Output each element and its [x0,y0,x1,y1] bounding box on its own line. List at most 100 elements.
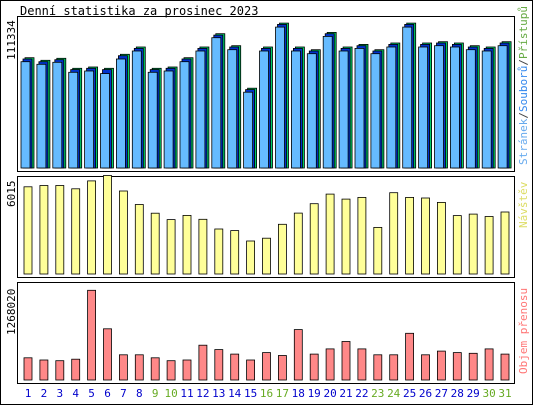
bar-visits-day-14 [230,230,240,275]
bar-strnek-day-8 [131,50,142,169]
bar-visits-day-30 [484,216,494,275]
bar-strnek-day-3 [52,61,63,169]
day-label-12: 12 [196,387,209,400]
bar-bytes-day-28 [452,352,462,381]
bar-strnek-day-19 [306,53,317,169]
bar-strnek-day-18 [290,50,301,169]
day-label-16: 16 [260,387,273,400]
hits-series-label: Stránek/Souborů/Přístupů [517,6,530,165]
bar-visits-day-4 [71,188,81,275]
bar-bytes-day-8 [134,354,144,381]
bytes-max-label: 1268020 [5,289,18,335]
bar-strnek-day-16 [259,50,269,169]
day-label-6: 6 [104,387,111,400]
hits-label-sep2: / [517,59,530,66]
bar-visits-day-21 [341,198,351,275]
chart-title: Denní statistika za prosinec 2023 [20,4,258,18]
visits-max-label: 6015 [5,181,18,208]
day-label-5: 5 [88,387,95,400]
bar-strnek-day-10 [163,70,174,169]
bar-bytes-day-6 [103,328,112,381]
day-label-27: 27 [435,387,448,400]
day-label-23: 23 [371,387,384,400]
bar-visits-day-16 [262,237,271,275]
bar-strnek-day-9 [147,71,158,169]
day-label-22: 22 [355,387,368,400]
bar-visits-day-12 [198,218,208,275]
bar-visits-day-23 [373,226,383,275]
bar-visits-day-15 [246,240,256,275]
bar-visits-day-6 [103,175,112,275]
bar-visits-day-24 [389,192,399,275]
bar-bytes-day-27 [436,350,446,381]
bar-bytes-day-18 [293,329,303,381]
bar-bytes-day-21 [341,341,351,381]
day-label-24: 24 [387,387,401,400]
bar-bytes-day-19 [309,353,319,381]
bar-strnek-day-30 [481,50,492,169]
bar-visits-day-25 [405,196,415,275]
bar-bytes-day-13 [214,349,224,381]
bar-bytes-day-3 [55,360,65,381]
bar-strnek-day-5 [84,70,94,169]
hits-label-hits: Přístupů [517,6,530,59]
hits-label-files: Souborů [517,66,530,112]
day-label-1: 1 [25,387,32,400]
bar-visits-day-18 [293,212,303,275]
bar-bytes-day-11 [182,359,192,381]
bar-visits-day-7 [119,190,128,275]
bytes-panel-frame [17,282,515,384]
bar-bytes-day-30 [484,348,494,381]
bar-bytes-day-15 [246,359,256,381]
day-label-19: 19 [308,387,321,400]
bar-bytes-day-17 [277,355,287,381]
bar-bytes-day-20 [325,348,335,381]
bar-visits-day-28 [452,215,462,275]
day-label-26: 26 [419,387,432,400]
bar-visits-day-11 [182,214,192,275]
bar-visits-day-29 [468,213,478,275]
day-label-4: 4 [72,387,79,400]
bar-bytes-day-31 [500,353,510,381]
visits-series-label: Návštěv [517,181,530,228]
bar-visits-day-31 [500,211,510,275]
bar-bytes-day-22 [357,348,367,381]
bar-strnek-day-2 [36,63,47,169]
bar-visits-day-26 [421,197,430,275]
day-label-8: 8 [136,387,143,400]
bar-visits-day-22 [357,196,367,275]
day-label-11: 11 [180,387,193,400]
bar-strnek-day-22 [354,48,365,169]
bar-bytes-day-1 [23,357,33,381]
bar-strnek-day-11 [179,61,190,169]
bar-visits-day-1 [23,186,33,275]
day-label-18: 18 [292,387,305,400]
bar-visits-day-13 [214,228,224,275]
bar-bytes-day-10 [166,360,176,381]
bar-bytes-day-2 [39,359,49,381]
bar-strnek-day-17 [275,26,285,169]
bar-visits-day-17 [277,223,287,275]
visits-panel-frame [17,176,515,278]
bar-bytes-day-16 [262,352,271,381]
hits-label-pages: Stránek [517,118,530,165]
day-label-10: 10 [164,387,177,400]
day-label-21: 21 [339,387,352,400]
bar-bytes-day-24 [389,354,399,381]
day-label-29: 29 [467,387,480,400]
bar-visits-day-5 [87,180,96,275]
day-label-31: 31 [498,387,511,400]
bar-bytes-day-29 [468,352,478,381]
bar-strnek-day-28 [449,46,460,169]
bar-bytes-day-23 [373,354,383,381]
hits-label-sep1: / [517,112,530,119]
bar-bytes-day-7 [119,354,128,381]
bar-strnek-day-13 [211,37,222,169]
bar-visits-day-19 [309,203,319,275]
day-label-3: 3 [56,387,63,400]
bar-strnek-day-14 [227,49,238,169]
bar-visits-day-9 [150,212,160,275]
bar-strnek-day-20 [322,36,333,169]
